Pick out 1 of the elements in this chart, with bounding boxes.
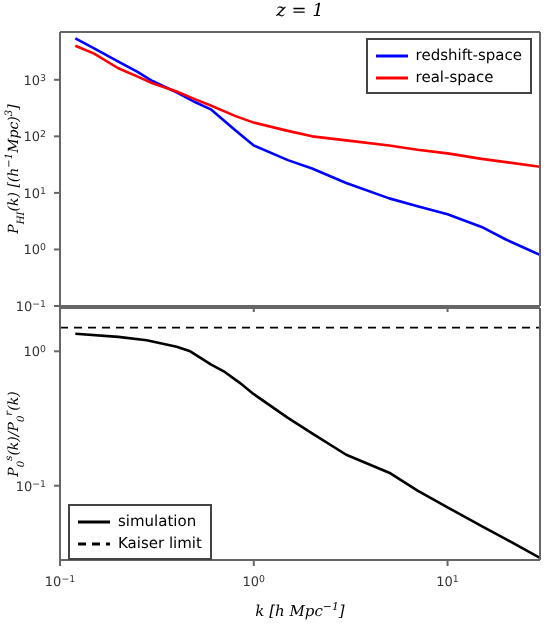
chart-title: z = 1 [274,2,326,22]
